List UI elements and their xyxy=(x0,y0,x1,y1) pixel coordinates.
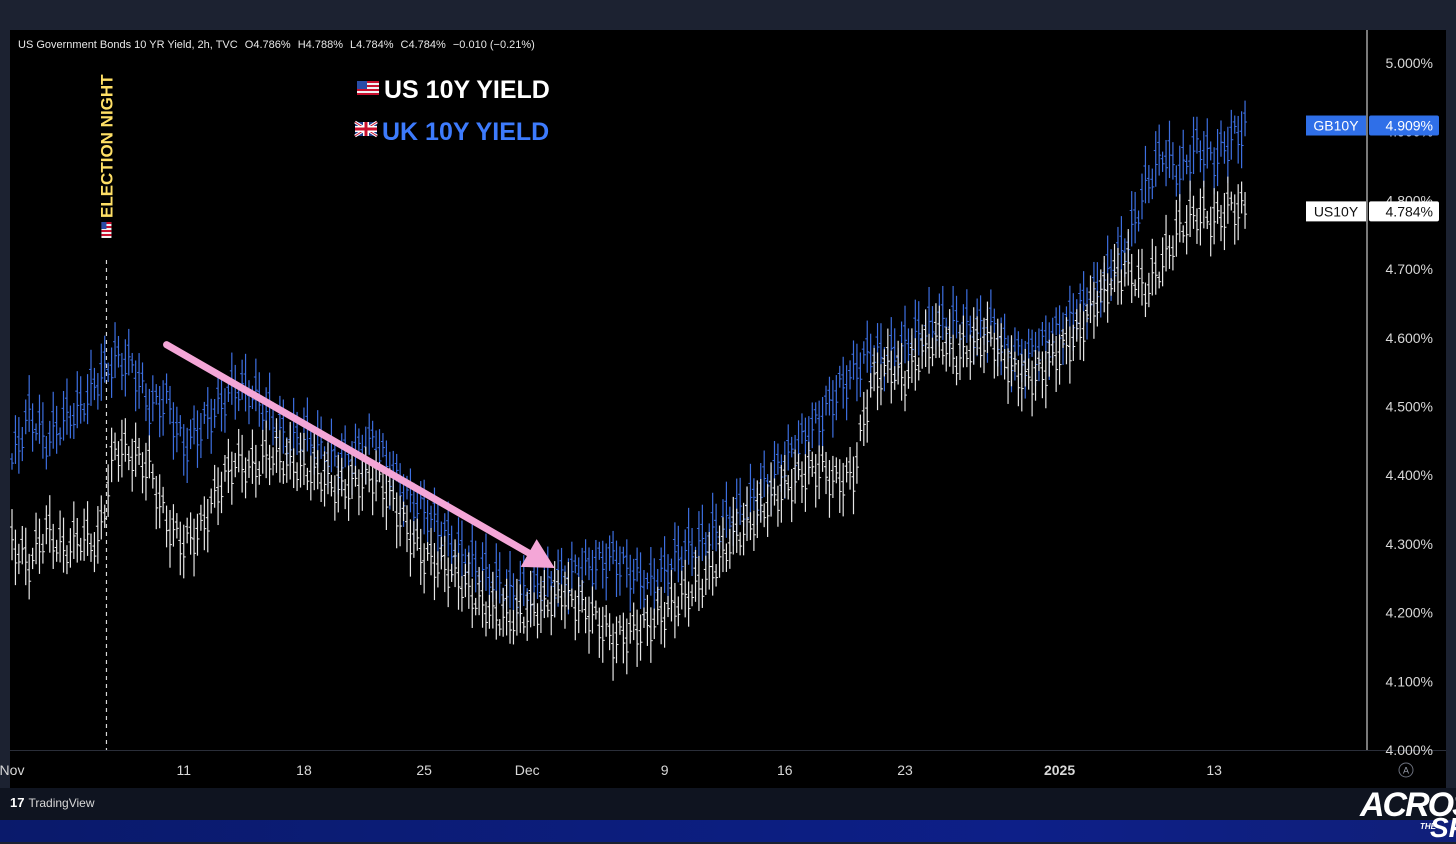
change-value: −0.010 (−0.21%) xyxy=(452,39,535,51)
arrow-head xyxy=(520,539,555,568)
series-name-tag: US10Y xyxy=(1314,203,1359,219)
x-tick-label: 16 xyxy=(777,762,793,778)
low-value: L4.784% xyxy=(350,39,394,51)
tradingview-label: TradingView xyxy=(28,795,95,810)
window-top-bar xyxy=(0,0,1456,30)
x-tick-label: 23 xyxy=(897,762,913,778)
last-price-labels: GB10Y 4.909% US10Y 4.784% xyxy=(1306,115,1439,222)
time-axis[interactable]: Nov 11 18 25 Dec 9 16 23 2025 13 xyxy=(0,762,1222,778)
y-tick-label: 4.700% xyxy=(1386,261,1433,277)
x-tick-label: Dec xyxy=(515,762,540,778)
symbol-legend[interactable]: US Government Bonds 10 YR Yield, 2h, TVC… xyxy=(18,39,539,51)
price-bars-layer xyxy=(10,100,1248,681)
footer-bar xyxy=(0,788,1456,820)
series-last-value: 4.909% xyxy=(1386,118,1433,134)
x-tick-label: 13 xyxy=(1206,762,1222,778)
open-value: O4.786% xyxy=(244,39,291,51)
symbol-title: US Government Bonds 10 YR Yield, 2h, TVC xyxy=(18,39,238,51)
x-tick-label: 9 xyxy=(661,762,669,778)
y-tick-label: 5.000% xyxy=(1386,55,1433,71)
x-tick-label: 25 xyxy=(416,762,432,778)
us10y-last-label: US10Y 4.784% xyxy=(1306,201,1439,222)
y-tick-label: 4.400% xyxy=(1386,467,1433,483)
right-edge-strip xyxy=(1446,30,1456,788)
x-tick-label: 2025 xyxy=(1044,762,1075,778)
x-tick-label: Nov xyxy=(0,762,24,778)
series-last-value: 4.784% xyxy=(1386,203,1433,219)
high-value: H4.788% xyxy=(297,39,343,51)
y-tick-label: 4.200% xyxy=(1386,605,1433,621)
uk-flag-icon xyxy=(354,120,378,138)
yield-chart[interactable]: ELECTION NIGHT US 10Y YIELD UK 10Y YIELD… xyxy=(0,0,1456,788)
tradingview-icon: 17 xyxy=(10,795,25,810)
y-tick-label: 4.600% xyxy=(1386,330,1433,346)
us-10y-annotation: US 10Y YIELD xyxy=(357,76,550,104)
series-name-tag: GB10Y xyxy=(1313,118,1359,134)
price-axis[interactable]: 4.000% 4.100% 4.200% 4.300% 4.400% 4.500% 4.60… xyxy=(1386,55,1433,758)
uk-10y-label: UK 10Y YIELD xyxy=(382,118,549,146)
y-tick-label: 4.500% xyxy=(1386,399,1433,415)
watermark-text-c: SP xyxy=(1430,812,1456,843)
x-tick-label: 11 xyxy=(176,762,191,778)
auto-scale-label: A xyxy=(1403,766,1409,776)
election-night-label: ELECTION NIGHT xyxy=(97,74,116,218)
arrow-shaft xyxy=(163,341,533,557)
us-10y-label: US 10Y YIELD xyxy=(384,76,550,104)
us10y-series xyxy=(10,176,1248,681)
tradingview-logo[interactable]: 17 TradingView xyxy=(10,795,95,810)
downtrend-arrow xyxy=(163,341,555,568)
watermark-text-b: THE xyxy=(1420,822,1436,831)
y-tick-label: 4.000% xyxy=(1386,742,1433,758)
us-flag-icon xyxy=(101,222,112,238)
y-tick-label: 4.300% xyxy=(1386,536,1433,552)
brand-band xyxy=(0,820,1456,842)
x-tick-label: 18 xyxy=(296,762,312,778)
us-flag-icon xyxy=(357,81,379,95)
y-tick-label: 4.100% xyxy=(1386,673,1433,689)
close-value: C4.784% xyxy=(400,39,446,51)
auto-scale-button[interactable]: A xyxy=(1398,762,1414,778)
gb10y-last-label: GB10Y 4.909% xyxy=(1306,115,1439,136)
uk-10y-annotation: UK 10Y YIELD xyxy=(354,118,549,146)
